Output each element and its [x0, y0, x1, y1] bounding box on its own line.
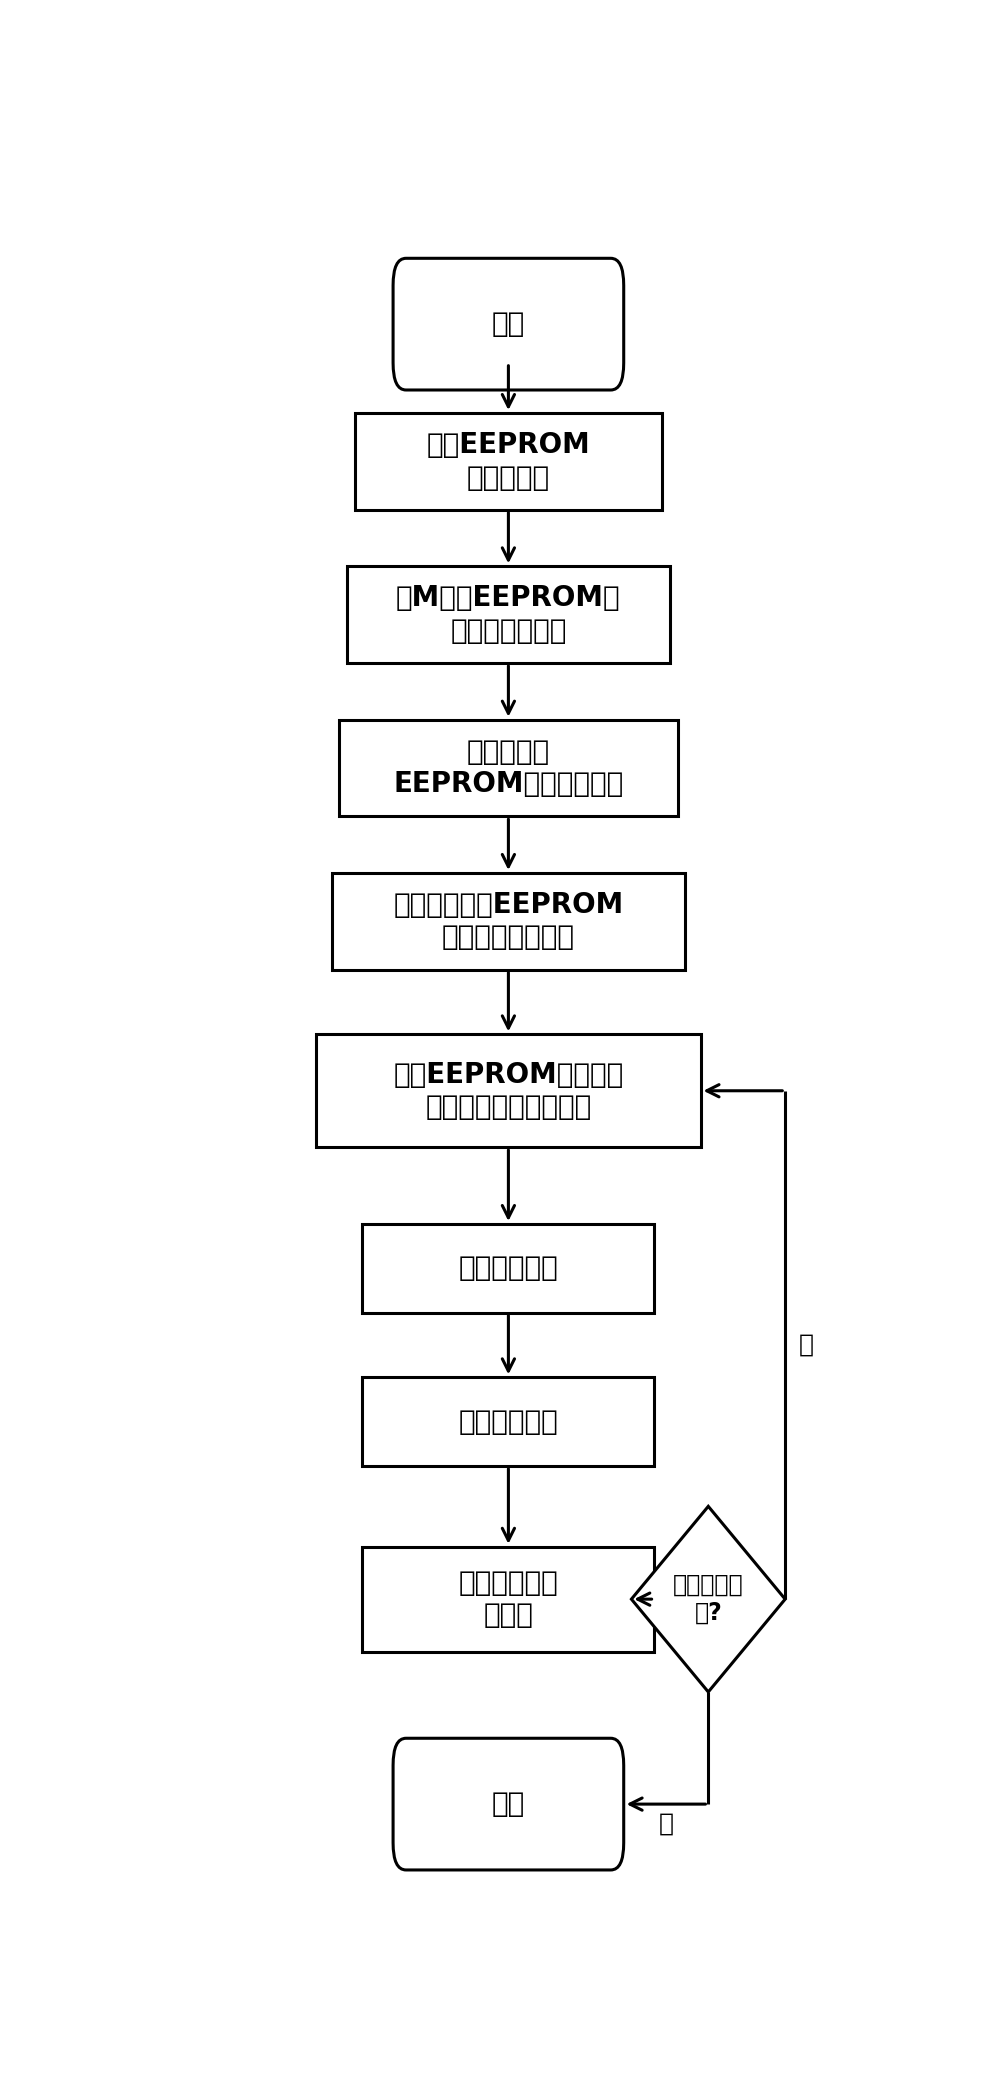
Text: 判断是否到达EEPROM
地址分配表的表尾: 判断是否到达EEPROM 地址分配表的表尾	[393, 891, 624, 952]
Polygon shape	[362, 1377, 655, 1465]
Polygon shape	[316, 1033, 700, 1147]
Polygon shape	[339, 719, 678, 817]
Text: 取下一单元起
始地址: 取下一单元起 始地址	[458, 1570, 558, 1629]
Text: 判断电能表
EEPROM是否存取一致: 判断电能表 EEPROM是否存取一致	[393, 738, 624, 799]
Text: 写入越界数组: 写入越界数组	[458, 1409, 558, 1436]
FancyBboxPatch shape	[393, 1738, 624, 1870]
Text: 是: 是	[659, 1811, 674, 1836]
Text: 开始: 开始	[492, 310, 525, 337]
Polygon shape	[362, 1224, 655, 1312]
Text: 是否到达表
尾?: 是否到达表 尾?	[673, 1574, 744, 1624]
Polygon shape	[632, 1507, 786, 1691]
Text: 构造越界数组: 构造越界数组	[458, 1253, 558, 1283]
Polygon shape	[362, 1547, 655, 1652]
Polygon shape	[355, 413, 663, 509]
Text: 结束: 结束	[492, 1790, 525, 1817]
FancyBboxPatch shape	[393, 258, 624, 390]
Text: 将M注入EEPROM数
据模糊测试模块: 将M注入EEPROM数 据模糊测试模块	[396, 585, 621, 646]
Text: 否: 否	[800, 1333, 814, 1356]
Text: 导入EEPROM
地址分配表: 导入EEPROM 地址分配表	[427, 432, 590, 493]
Text: 参照EEPROM地址分配
表，获取指定数据长度: 参照EEPROM地址分配 表，获取指定数据长度	[393, 1061, 624, 1121]
Polygon shape	[331, 872, 685, 970]
Polygon shape	[347, 566, 670, 662]
